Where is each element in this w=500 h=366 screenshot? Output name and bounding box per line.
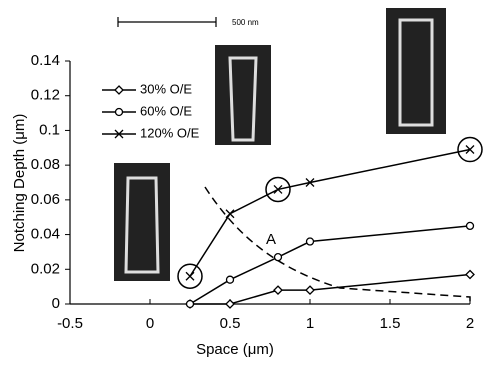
y-tick-label: 0.04 <box>31 226 60 243</box>
marker <box>187 301 194 308</box>
marker <box>274 286 282 294</box>
x-tick-label: 1.5 <box>380 315 401 332</box>
series-line <box>190 226 470 304</box>
x-tick-label: 2 <box>466 315 474 332</box>
y-tick-label: 0.12 <box>31 87 60 104</box>
series-line <box>190 150 470 277</box>
annotation: A <box>266 231 276 248</box>
marker <box>307 238 314 245</box>
marker <box>226 300 234 308</box>
x-tick-label: 1 <box>306 315 314 332</box>
y-axis-label: Notching Depth (μm) <box>11 114 28 253</box>
sem-image <box>215 45 271 145</box>
legend-label: 30% O/E <box>140 81 192 96</box>
y-tick-label: 0 <box>52 295 60 312</box>
y-tick-label: 0.1 <box>39 121 60 138</box>
marker <box>467 222 474 229</box>
y-tick-label: 0.06 <box>31 191 60 208</box>
x-tick-label: 0 <box>146 315 154 332</box>
legend-marker <box>115 86 123 94</box>
marker <box>227 276 234 283</box>
legend-marker <box>116 109 123 116</box>
legend-label: 60% O/E <box>140 103 192 118</box>
marker <box>186 272 194 280</box>
marker <box>226 210 234 218</box>
chart: 500 nm A Space (μm) Notching Depth (μm) … <box>0 0 500 366</box>
marker <box>466 270 474 278</box>
marker <box>306 286 314 294</box>
scale-bar <box>118 17 216 27</box>
trend-curve <box>205 187 470 304</box>
x-tick-label: -0.5 <box>57 315 83 332</box>
x-axis-label: Space (μm) <box>196 341 274 358</box>
sem-image <box>114 163 170 281</box>
scale-bar-label: 500 nm <box>232 18 259 27</box>
sem-image <box>386 8 446 134</box>
y-tick-label: 0.08 <box>31 156 60 173</box>
y-tick-label: 0.02 <box>31 260 60 277</box>
x-tick-label: 0.5 <box>220 315 241 332</box>
y-tick-label: 0.14 <box>31 52 60 69</box>
legend-label: 120% O/E <box>140 125 200 140</box>
marker <box>275 254 282 261</box>
